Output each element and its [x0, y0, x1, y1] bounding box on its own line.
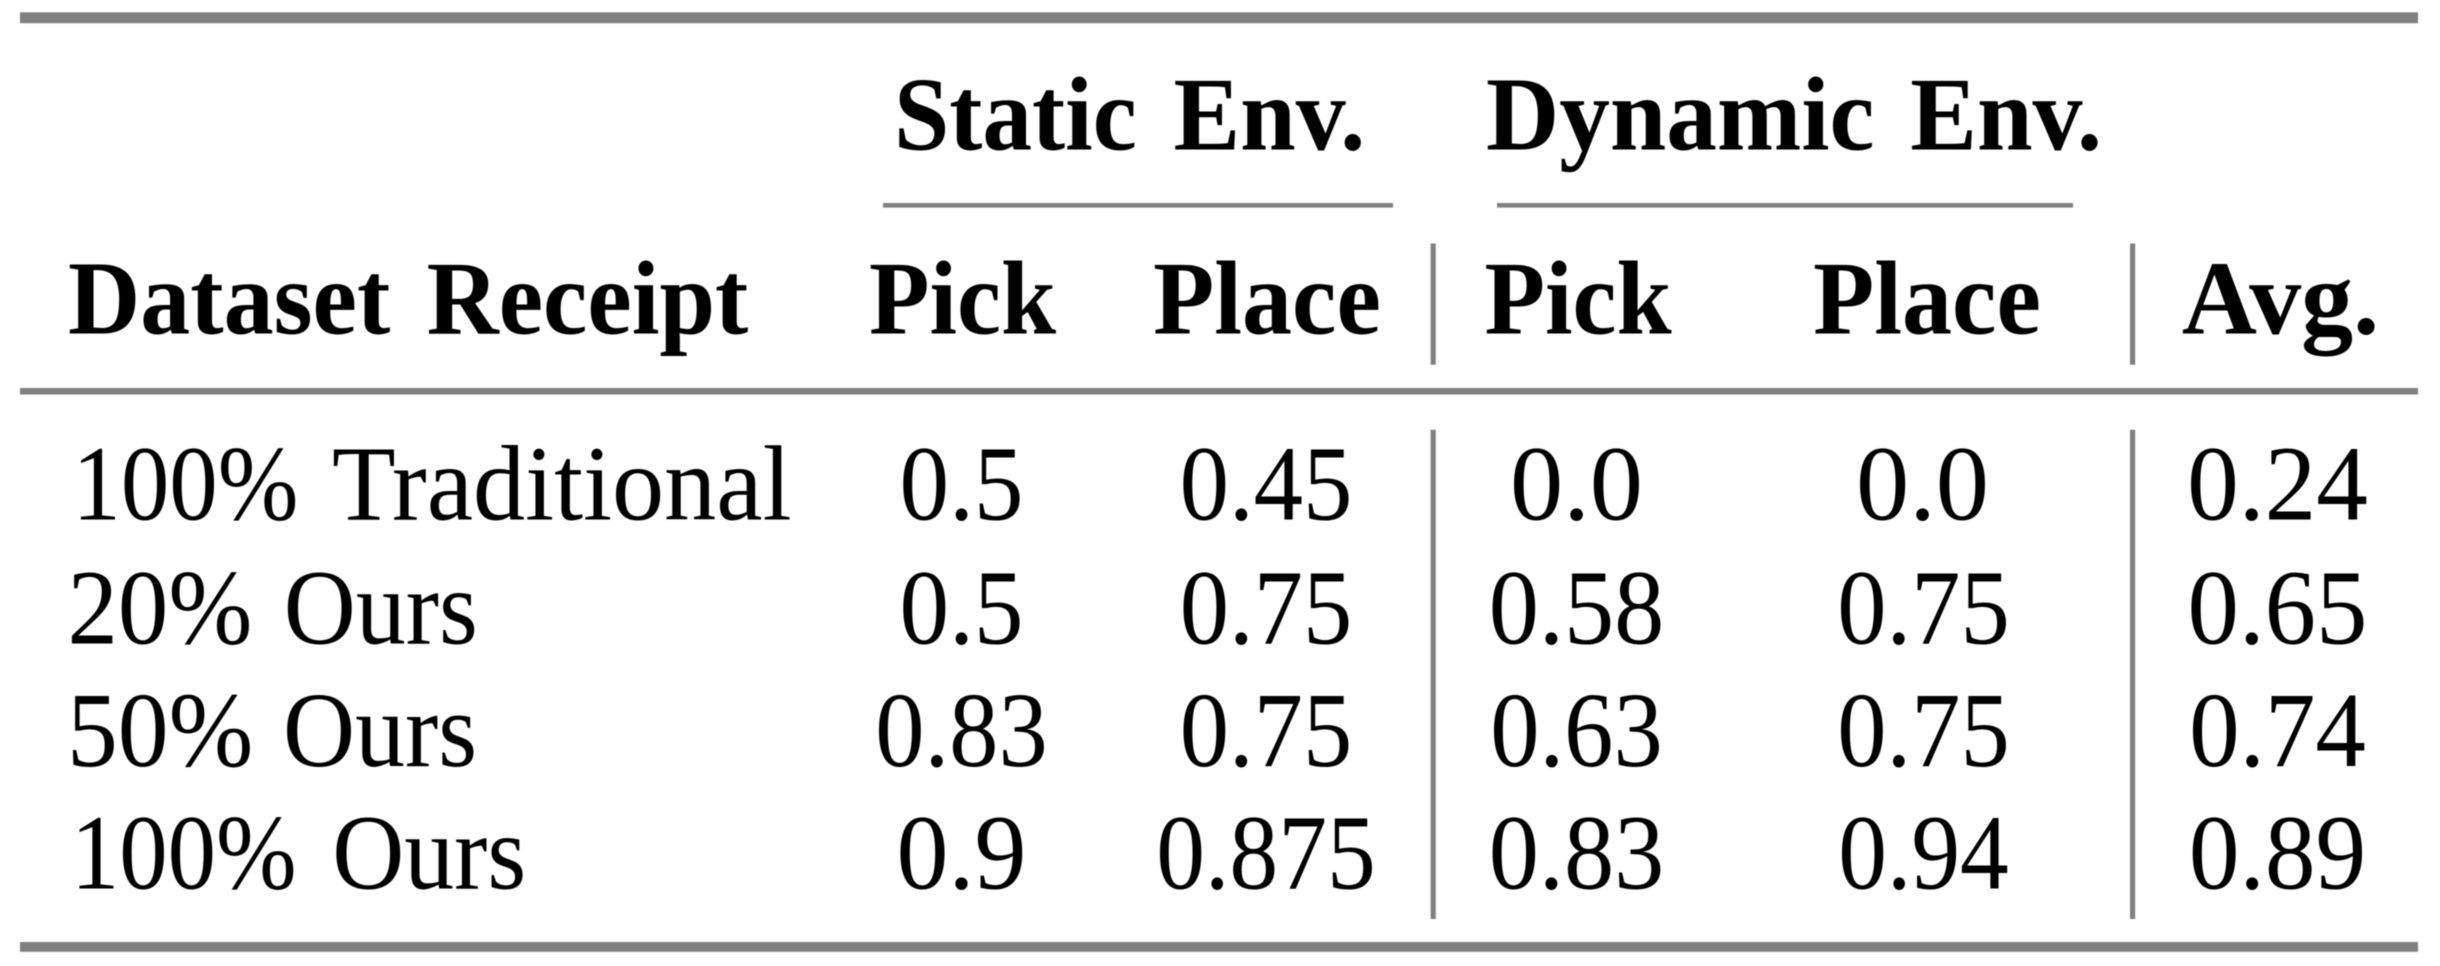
- svg-text:Pick: Pick: [869, 241, 1056, 357]
- svg-text:0.83: 0.83: [875, 671, 1047, 790]
- svg-text:0.45: 0.45: [1180, 425, 1353, 543]
- svg-text:0.5: 0.5: [900, 425, 1024, 543]
- svg-text:0.89: 0.89: [2189, 793, 2366, 912]
- svg-text:20%: 20%: [68, 549, 253, 667]
- svg-text:0.75: 0.75: [1180, 671, 1352, 790]
- svg-text:Ours: Ours: [283, 672, 477, 790]
- svg-text:100%: 100%: [72, 425, 298, 543]
- svg-text:Ours: Ours: [284, 549, 478, 667]
- svg-text:Pick: Pick: [1484, 241, 1671, 357]
- svg-text:0.65: 0.65: [2188, 549, 2368, 667]
- svg-text:0.9: 0.9: [897, 793, 1027, 912]
- svg-text:0.75: 0.75: [1180, 549, 1352, 668]
- svg-text:0.75: 0.75: [1837, 549, 2009, 668]
- svg-text:Env.: Env.: [1174, 57, 1366, 173]
- svg-text:Place: Place: [1813, 241, 2041, 357]
- svg-text:0.74: 0.74: [2189, 670, 2366, 789]
- svg-text:0.75: 0.75: [1837, 671, 2009, 790]
- svg-text:0.0: 0.0: [1856, 425, 1989, 543]
- svg-text:0.63: 0.63: [1490, 671, 1662, 790]
- svg-text:0.94: 0.94: [1838, 794, 2008, 912]
- svg-text:0.875: 0.875: [1156, 794, 1375, 912]
- svg-text:0.5: 0.5: [900, 549, 1024, 667]
- svg-text:Dynamic: Dynamic: [1486, 57, 1875, 173]
- svg-text:Env.: Env.: [1910, 57, 2102, 173]
- svg-text:Place: Place: [1153, 241, 1381, 357]
- svg-text:Static: Static: [894, 57, 1137, 173]
- svg-text:Receipt: Receipt: [427, 241, 749, 357]
- svg-text:0.0: 0.0: [1510, 425, 1643, 543]
- svg-text:Traditional: Traditional: [332, 424, 792, 542]
- svg-text:50%: 50%: [67, 671, 253, 790]
- svg-text:100%: 100%: [71, 794, 297, 913]
- svg-text:Dataset: Dataset: [68, 241, 390, 357]
- svg-text:0.83: 0.83: [1489, 795, 1665, 913]
- svg-text:0.58: 0.58: [1489, 550, 1665, 668]
- svg-text:Ours: Ours: [332, 794, 526, 912]
- svg-text:Avg.: Avg.: [2182, 240, 2379, 357]
- svg-text:0.24: 0.24: [2187, 424, 2368, 543]
